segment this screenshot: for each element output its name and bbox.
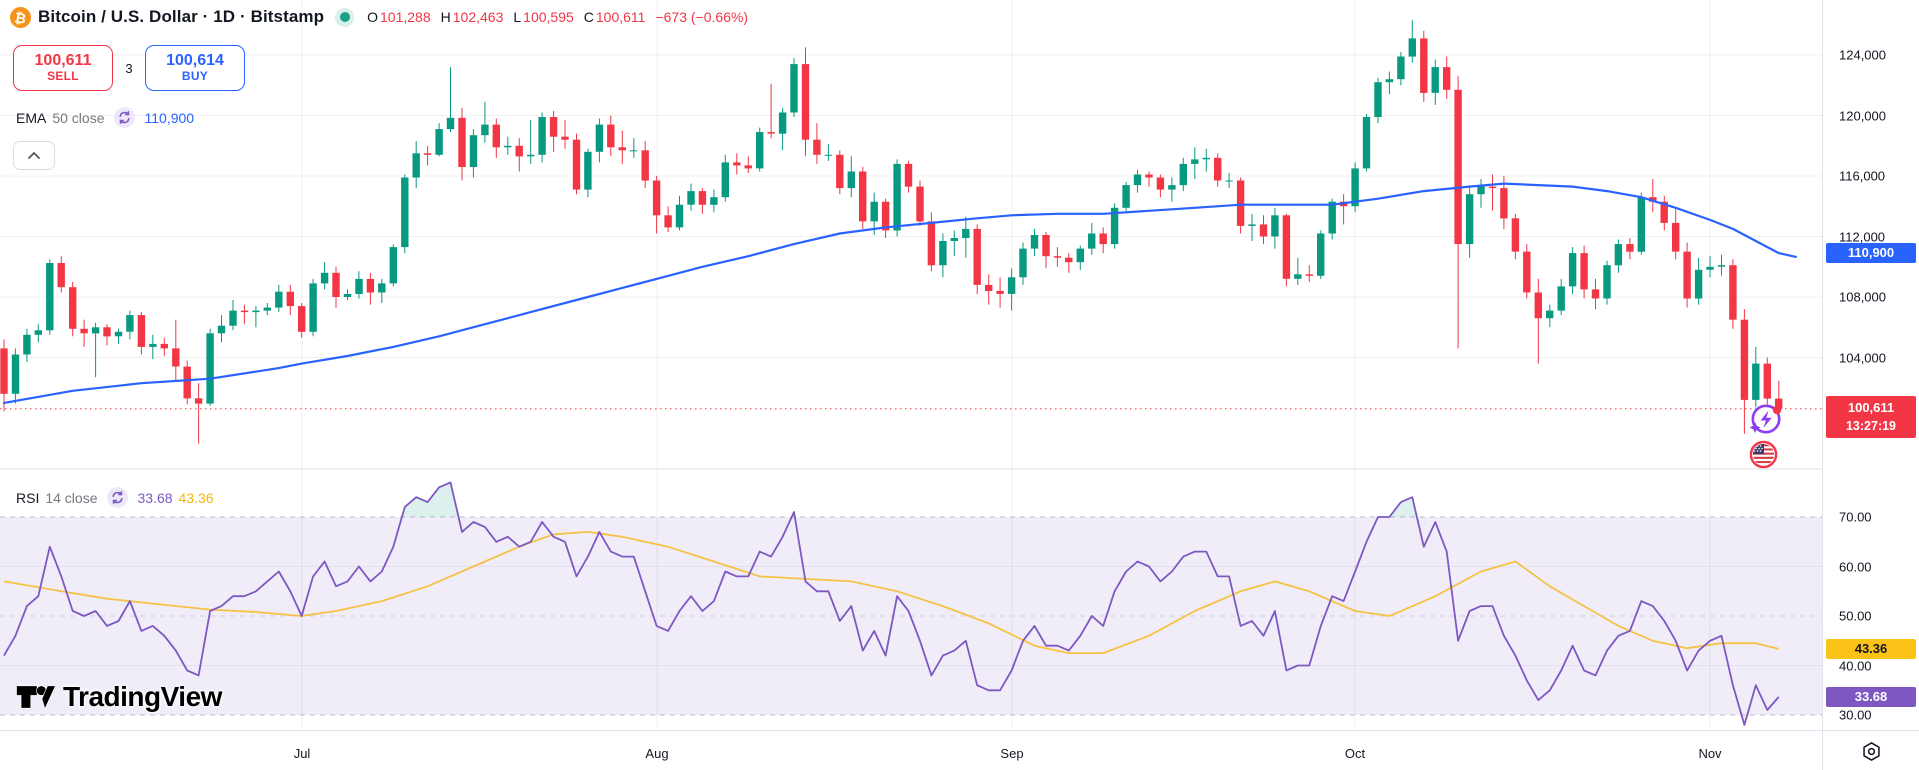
rsi-tick-label: 60.00 [1839,559,1872,574]
rsi-tick-label: 70.00 [1839,509,1872,525]
ohlc-values: O 101,288 H 102,463 L 100,595 C 100,611 −673… [367,9,748,25]
open-value: 101,288 [380,9,431,25]
rsi-tick-label: 50.00 [1839,608,1872,624]
time-axis-month-label: Aug [645,746,669,761]
buy-button[interactable]: 100,614 BUY [145,45,245,91]
buy-label: BUY [181,69,209,84]
rsi-tick-label: 30.00 [1839,707,1872,723]
ema-legend: EMA 50 close 110,900 [16,107,194,128]
price-tick-label: 120,000 [1839,108,1886,123]
symbol-header: ₿ Bitcoin / U.S. Dollar · 1D · Bitstamp … [8,4,748,30]
last-price-value: 100,611 [1847,399,1895,415]
price-tick-label: 112,000 [1839,229,1886,244]
rsi-tick-label: 40.00 [1839,658,1872,673]
high-value: 102,463 [452,9,504,25]
sell-label: SELL [47,69,79,84]
price-tick-label: 104,000 [1839,350,1886,365]
time-axis-month-label: Nov [1698,746,1722,761]
sell-button[interactable]: 100,611 SELL [13,45,113,91]
open-key: O [367,9,379,25]
close-key: C [583,9,594,25]
swap-source-icon[interactable] [113,107,135,128]
symbol-title[interactable]: Bitcoin / U.S. Dollar · 1D · Bitstamp [38,7,325,26]
rsi-ma-badge: 43.36 [1826,638,1916,659]
ema-price-badge: 110,900 [1826,243,1916,264]
rsi-legend: RSI 14 close 33.68 43.36 [16,487,214,508]
swap-source-icon[interactable] [106,487,128,508]
tradingview-logo-text: TradingView [63,681,222,712]
rsi-ma-value: 43.36 [178,489,214,506]
rsi-name: RSI [16,489,40,506]
tradingview-logo[interactable]: TradingView [15,681,222,713]
ema-name: EMA [16,109,47,126]
axis-settings-corner [1822,730,1919,770]
us-flag-event-icon[interactable] [1748,439,1779,475]
rsi-value-badge: 33.68 [1826,686,1916,707]
bar-countdown: 13:27:19 [1845,418,1897,433]
rsi-params: 14 close [45,489,98,506]
high-key: H [440,9,451,25]
market-status-icon[interactable] [335,7,355,27]
time-axis-month-label: Sep [1000,746,1024,761]
trade-panel: 100,611 SELL 3 100,614 BUY [13,45,245,91]
ema-value: 110,900 [144,109,195,126]
time-axis-month-label: Oct [1344,746,1366,761]
price-axis[interactable]: 110,900 100,611 13:27:19 43.36 33.68 124… [1822,0,1919,730]
tradingview-mark-icon [16,685,55,710]
buy-price: 100,614 [166,51,224,69]
time-axis[interactable]: Jul Aug Sep Oct Nov [0,730,1822,770]
spread-value: 3 [125,60,133,76]
time-axis-month-label: Jul [293,746,311,761]
price-tick-label: 116,000 [1839,168,1886,184]
last-price-badge: 100,611 13:27:19 [1826,395,1916,438]
flash-event-icon[interactable] [1748,401,1784,442]
ema-params: 50 close [52,109,105,126]
chart-canvas[interactable] [0,0,1822,730]
close-value: 100,611 [595,9,646,25]
hexagon-settings-icon[interactable] [1861,741,1882,762]
bitcoin-icon: ₿ [8,4,33,30]
rsi-value: 33.68 [137,489,173,506]
low-value: 100,595 [523,9,574,25]
low-key: L [513,9,522,25]
chevron-up-icon [28,152,40,159]
price-tick-label: 108,000 [1839,289,1886,305]
price-tick-label: 124,000 [1839,47,1886,63]
collapse-legend-button[interactable] [13,141,55,170]
sell-price: 100,611 [34,51,92,69]
change-value: −673 (−0.66%) [655,9,749,25]
